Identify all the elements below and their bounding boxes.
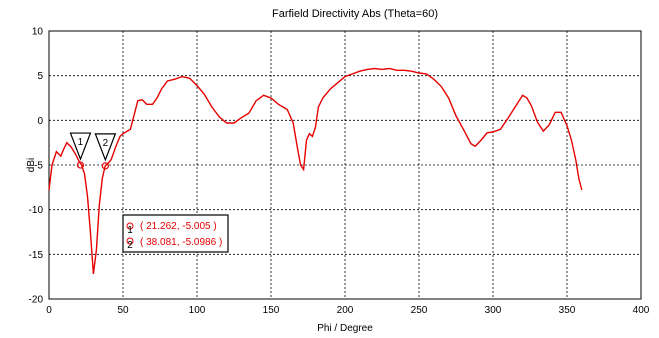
legend-box [122, 214, 229, 253]
marker-legend: 1 ( 21.262, -5.005 ) 2 ( 38.081, -5.0986… [122, 214, 229, 253]
x-tick-label: 150 [263, 305, 280, 316]
y-axis-label: dBi [26, 158, 37, 172]
marker-1-label: 1 [78, 137, 84, 148]
y-tick-label: -20 [29, 295, 44, 306]
x-tick-label: 0 [46, 305, 52, 316]
y-tick-label: 10 [32, 27, 44, 38]
legend-marker-1-value: ( 21.262, -5.005 ) [140, 221, 217, 232]
y-tick-label: 5 [37, 71, 43, 82]
x-tick-label: 250 [411, 305, 428, 316]
grid-lines [49, 31, 641, 299]
x-axis-label: Phi / Degree [317, 323, 373, 334]
legend-marker-2-icon [126, 237, 134, 245]
legend-marker-1-id: 1 [127, 225, 133, 236]
y-tick-label: -10 [29, 205, 44, 216]
marker-2-flag [94, 133, 117, 162]
y-axis-ticks: 10 5 0 -5 -10 -15 -20 [29, 27, 44, 306]
x-axis-ticks: 0 50 100 150 200 250 300 350 400 [46, 305, 650, 316]
x-tick-label: 100 [189, 305, 206, 316]
legend-marker-2-value: ( 38.081, -5.0986 ) [140, 237, 222, 248]
chart-title: Farfield Directivity Abs (Theta=60) [272, 8, 438, 20]
x-tick-label: 300 [485, 305, 502, 316]
marker-1-point [76, 161, 85, 169]
directivity-series-line [48, 67, 583, 275]
x-tick-label: 200 [337, 305, 354, 316]
legend-marker-1-icon [126, 222, 134, 230]
marker-2-point [101, 162, 109, 170]
y-tick-label: -5 [34, 161, 43, 172]
y-tick-label: -15 [29, 250, 44, 261]
x-tick-label: 400 [633, 305, 650, 316]
x-tick-label: 350 [559, 305, 576, 316]
marker-1-flag [69, 132, 92, 161]
marker-2-label: 2 [103, 138, 109, 149]
x-tick-label: 50 [117, 305, 129, 316]
y-tick-label: 0 [37, 116, 43, 127]
legend-marker-2-id: 2 [127, 240, 133, 251]
